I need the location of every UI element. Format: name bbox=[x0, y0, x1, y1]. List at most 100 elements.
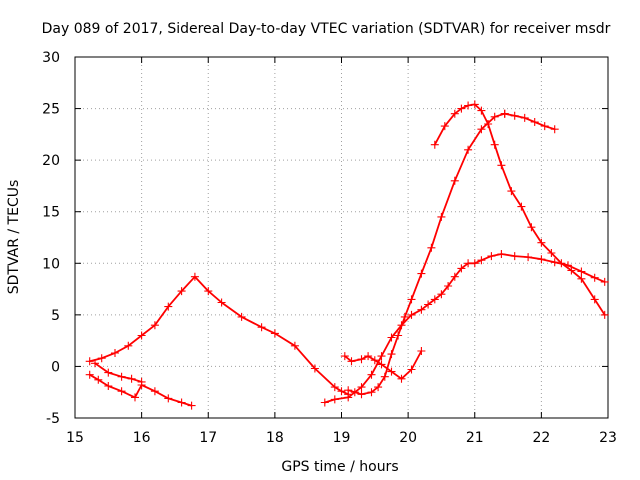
series-track-4 bbox=[320, 250, 609, 407]
data-point bbox=[85, 370, 94, 379]
data-point bbox=[190, 272, 199, 281]
data-point bbox=[137, 377, 146, 386]
data-point bbox=[131, 393, 139, 402]
data-point bbox=[111, 349, 119, 357]
x-tick-label: 18 bbox=[266, 430, 284, 446]
data-point bbox=[377, 360, 386, 369]
x-tick-label: 22 bbox=[532, 430, 550, 446]
data-point bbox=[567, 266, 576, 275]
data-point bbox=[164, 394, 173, 403]
data-point bbox=[407, 295, 416, 304]
data-point bbox=[407, 365, 416, 374]
y-tick-label: 30 bbox=[42, 50, 60, 66]
data-point bbox=[590, 295, 599, 304]
data-point bbox=[427, 243, 436, 252]
data-point bbox=[500, 109, 509, 118]
x-tick-label: 15 bbox=[66, 430, 84, 446]
data-point bbox=[94, 375, 103, 384]
y-tick-label: 0 bbox=[51, 359, 60, 375]
series-line bbox=[347, 112, 506, 396]
data-point bbox=[387, 367, 396, 376]
data-point bbox=[424, 300, 433, 309]
series-track-2 bbox=[85, 272, 353, 399]
data-point bbox=[177, 287, 186, 296]
data-point bbox=[477, 125, 486, 134]
series-track-3 bbox=[91, 359, 146, 386]
data-point bbox=[470, 100, 479, 109]
data-point bbox=[524, 253, 533, 262]
data-point bbox=[237, 312, 246, 321]
data-point bbox=[497, 250, 506, 258]
data-point bbox=[380, 372, 389, 381]
data-point bbox=[490, 112, 499, 121]
data-point bbox=[340, 352, 349, 361]
data-point bbox=[444, 282, 453, 290]
data-point bbox=[487, 252, 496, 261]
data-point bbox=[187, 401, 196, 410]
data-point bbox=[530, 118, 539, 126]
data-point bbox=[370, 356, 379, 365]
series-track-5 bbox=[340, 347, 426, 383]
data-point bbox=[124, 341, 133, 350]
data-point bbox=[97, 354, 106, 363]
series-track-1 bbox=[85, 370, 196, 410]
data-point bbox=[510, 252, 519, 261]
x-tick-label: 17 bbox=[199, 430, 217, 446]
data-point bbox=[450, 176, 459, 185]
data-point bbox=[357, 390, 366, 399]
data-point bbox=[517, 202, 526, 211]
data-point bbox=[350, 388, 359, 397]
data-point bbox=[440, 122, 449, 131]
data-point bbox=[377, 352, 386, 361]
data-point bbox=[510, 111, 519, 120]
x-axis-label: GPS time / hours bbox=[281, 459, 398, 475]
x-tick-label: 23 bbox=[599, 430, 617, 446]
data-point bbox=[464, 145, 473, 154]
data-point bbox=[430, 295, 439, 304]
data-point bbox=[450, 272, 459, 281]
grid bbox=[75, 57, 608, 418]
data-point bbox=[430, 140, 439, 149]
data-point bbox=[330, 383, 339, 392]
data-point bbox=[310, 364, 319, 373]
data-point bbox=[320, 398, 329, 407]
data-point bbox=[364, 352, 373, 361]
y-tick-label: 20 bbox=[42, 153, 60, 169]
y-tick-label: 15 bbox=[42, 205, 60, 221]
data-point bbox=[537, 255, 546, 264]
data-point bbox=[590, 273, 599, 282]
data-point bbox=[117, 372, 126, 381]
data-point bbox=[104, 382, 113, 390]
data-point bbox=[177, 398, 186, 407]
data-point bbox=[437, 212, 446, 221]
data-point bbox=[550, 125, 559, 134]
data-point bbox=[520, 113, 529, 122]
series-track-8 bbox=[430, 100, 609, 319]
data-point bbox=[577, 267, 586, 276]
data-point bbox=[417, 347, 426, 355]
data-point bbox=[457, 104, 466, 113]
data-point bbox=[137, 331, 146, 340]
data-point bbox=[85, 357, 94, 366]
data-point bbox=[397, 374, 406, 383]
data-point bbox=[557, 259, 566, 268]
data-point bbox=[437, 290, 446, 299]
series-track-6 bbox=[344, 109, 509, 399]
data-point bbox=[164, 302, 173, 311]
data-series bbox=[85, 100, 609, 410]
data-point bbox=[344, 393, 353, 402]
data-point bbox=[270, 329, 279, 338]
series-line bbox=[323, 253, 606, 404]
data-point bbox=[600, 310, 609, 319]
data-point bbox=[150, 321, 159, 330]
y-tick-label: 25 bbox=[42, 102, 60, 118]
data-point bbox=[257, 323, 266, 332]
data-point bbox=[550, 258, 559, 267]
data-point bbox=[367, 388, 376, 397]
series-line bbox=[433, 103, 606, 316]
data-point bbox=[477, 256, 486, 265]
data-point bbox=[477, 106, 486, 115]
data-point bbox=[464, 259, 473, 268]
data-point bbox=[507, 187, 516, 196]
data-point bbox=[450, 109, 459, 118]
